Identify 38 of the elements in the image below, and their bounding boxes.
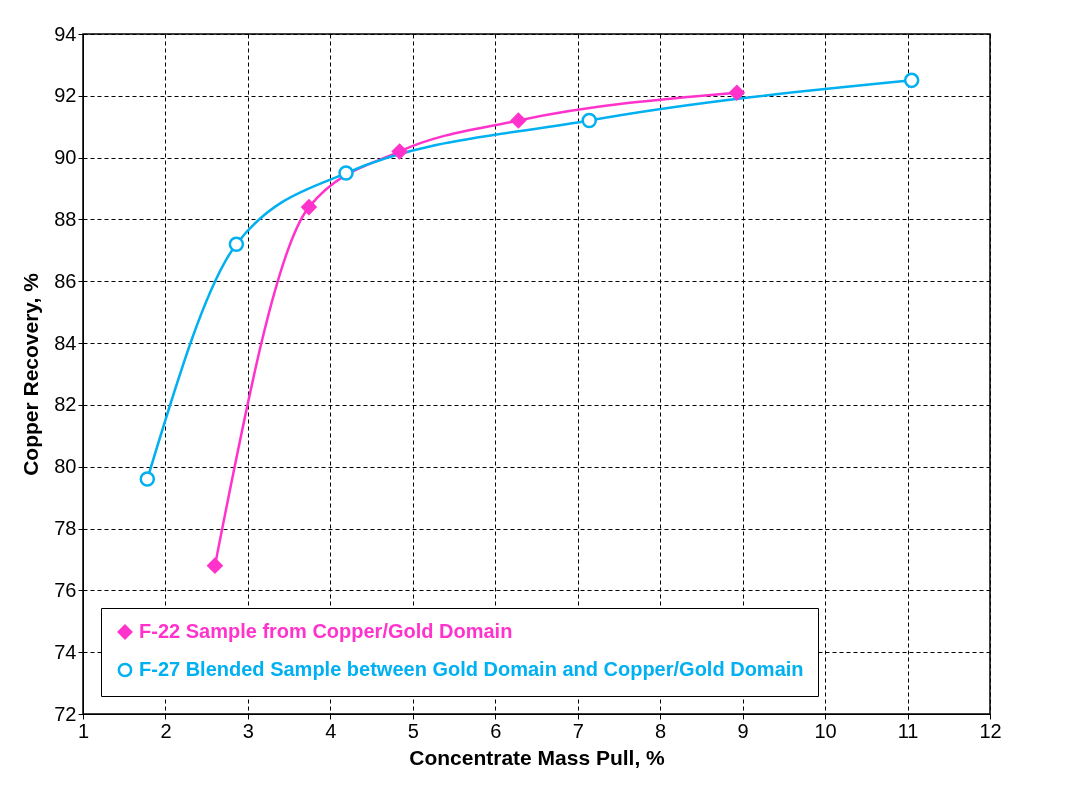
y-tick-label: 82: [54, 393, 77, 416]
x-tick-label: 11: [897, 719, 919, 742]
point: [228, 236, 245, 252]
point: [301, 199, 317, 215]
legend-label: F-22 Sample from Copper/Gold Domain: [139, 620, 513, 642]
point: [139, 471, 156, 487]
y-tick-label: 94: [54, 22, 77, 45]
y-tick-label: 84: [54, 331, 77, 354]
legend-label: F-27 Blended Sample between Gold Domain and Copper/Gold Domain: [139, 658, 804, 680]
y-tick-label: 86: [54, 269, 77, 292]
y-tick-label: 90: [54, 146, 77, 169]
x-tick-label: 2: [160, 719, 172, 742]
point: [207, 557, 223, 574]
point: [903, 72, 920, 89]
y-axis-title: Copper Recovery, %: [19, 272, 43, 476]
point: [581, 112, 598, 129]
point: [510, 112, 527, 129]
x-tick-label: 6: [490, 719, 502, 742]
x-tick-label: 12: [979, 719, 1002, 742]
x-tick-label: 7: [572, 719, 584, 742]
y-tick-label: 76: [54, 578, 77, 601]
y-tick-label: 72: [54, 702, 77, 725]
x-tick-label: 10: [814, 719, 837, 742]
x-tick-label: 9: [737, 719, 749, 742]
point: [391, 143, 408, 160]
x-tick-label: 5: [407, 719, 419, 742]
x-tick-label: 3: [242, 719, 254, 742]
x-tick-label: 1: [77, 719, 90, 742]
point: [338, 165, 354, 181]
y-tick-label: 74: [54, 640, 77, 663]
x-tick-label: 8: [655, 719, 667, 742]
x-tick-label: 4: [325, 719, 337, 742]
point: [729, 84, 745, 101]
y-tick-label: 92: [54, 84, 77, 107]
y-tick-label: 88: [54, 207, 77, 230]
y-tick-label: 80: [54, 455, 77, 478]
x-axis-title: Concentrate Mass Pull, %: [409, 745, 666, 769]
y-tick-label: 78: [54, 517, 77, 540]
